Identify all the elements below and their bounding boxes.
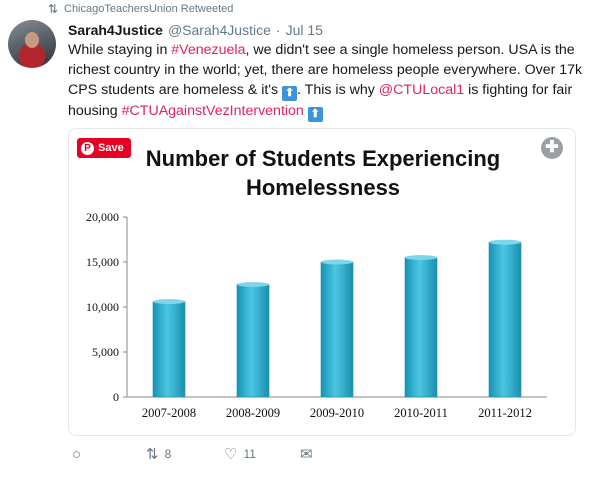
chart-title-line-1: Number of Students Experiencing: [146, 146, 501, 171]
expand-icon[interactable]: ✚: [541, 137, 563, 159]
retweet-icon: ⇅: [47, 2, 58, 16]
bar-2010-2011: [404, 257, 438, 398]
y-tick-label: 15,000: [86, 255, 119, 269]
direct-message-icon: ✉: [300, 446, 313, 463]
tweet-header: Sarah4Justice @Sarah4Justice · Jul 15: [68, 22, 323, 38]
retweet-count: 8: [164, 447, 172, 461]
pinterest-icon: P: [81, 141, 94, 155]
header-separator: ·: [275, 22, 281, 38]
tweet-text-part: . This is why: [297, 82, 379, 98]
x-tick-label: 2007-2008: [142, 406, 196, 420]
bar-2007-2008: [152, 301, 186, 398]
tweet-text: While staying in #Venezuela, we didn't s…: [68, 40, 588, 122]
y-tick-label: 5,000: [92, 345, 119, 359]
bar-2008-2009: [236, 284, 270, 398]
chart-title-line-2: Homelessness: [246, 175, 400, 200]
retweet-icon: ⇅: [146, 446, 159, 463]
reply-icon: ○: [72, 445, 82, 463]
direct-message-button[interactable]: ✉: [300, 445, 330, 463]
bar-cap: [405, 255, 437, 260]
up-arrow-emoji-icon: ⬆: [307, 107, 323, 122]
tweet-text-part: is fighting for fair housing: [68, 82, 573, 119]
like-button[interactable]: ♡ 11: [224, 445, 300, 463]
bar-2011-2012: [488, 241, 522, 398]
x-tick-label: 2009-2010: [310, 406, 364, 420]
reply-button[interactable]: ○: [72, 446, 146, 463]
pinterest-save-button[interactable]: P Save: [77, 138, 131, 158]
avatar[interactable]: [8, 20, 56, 68]
tweet-media-image[interactable]: Number of Students Experiencing Homeless…: [68, 128, 576, 436]
bar-cap: [489, 239, 521, 245]
up-arrow-emoji-icon: ⬆: [282, 86, 298, 101]
x-tick-label: 2011-2012: [478, 406, 532, 420]
x-tick-label: 2008-2009: [226, 406, 280, 420]
tweet-text-part: , we didn't see a single homeless person…: [68, 42, 583, 98]
hashtag-ctuagainstvezintervention[interactable]: #CTUAgainstVezIntervention: [121, 103, 304, 119]
bar-2009-2010: [320, 261, 354, 398]
mention-ctulocal1[interactable]: @CTULocal1: [378, 82, 465, 98]
heart-icon: ♡: [224, 446, 238, 463]
tweet-date[interactable]: Jul 15: [285, 22, 323, 38]
y-tick-label: 10,000: [86, 300, 119, 314]
retweet-context[interactable]: ⇅ ChicagoTeachersUnion Retweeted: [40, 2, 233, 16]
retweet-button[interactable]: ⇅ 8: [146, 445, 224, 463]
tweet-actions: ○ ⇅ 8 ♡ 11 ✉: [68, 444, 330, 464]
tweet-text-part: While staying in: [68, 42, 172, 58]
bar-cap: [237, 282, 269, 287]
save-label: Save: [98, 142, 124, 154]
bar-cap: [153, 299, 185, 305]
bar-chart: Number of Students Experiencing Homeless…: [86, 146, 547, 420]
like-count: 11: [243, 447, 256, 461]
author-handle[interactable]: @Sarah4Justice: [167, 22, 271, 38]
y-tick-label: 0: [113, 390, 119, 404]
x-tick-label: 2010-2011: [394, 406, 448, 420]
author-name[interactable]: Sarah4Justice: [68, 22, 163, 38]
hashtag-venezuela[interactable]: #Venezuela: [171, 42, 246, 58]
bar-cap: [321, 259, 353, 265]
y-tick-label: 20,000: [86, 210, 119, 224]
retweet-context-text: ChicagoTeachersUnion Retweeted: [64, 3, 234, 15]
